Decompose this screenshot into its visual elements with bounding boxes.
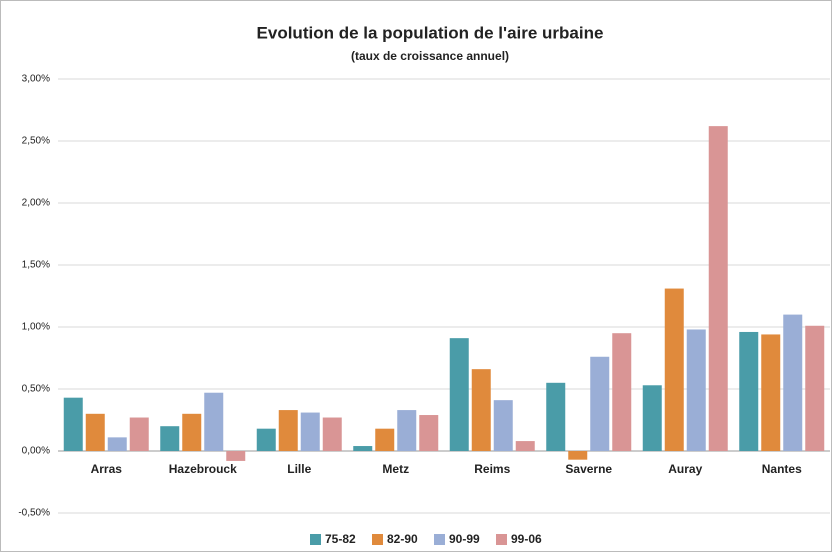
legend-swatch	[496, 534, 507, 545]
x-tick-label: Lille	[287, 462, 311, 476]
bar	[256, 428, 276, 451]
bar	[419, 415, 439, 451]
y-tick-label: 3,00%	[22, 74, 50, 85]
bar	[642, 385, 662, 451]
bar	[300, 412, 320, 451]
x-tick-label: Auray	[668, 462, 702, 476]
bar	[204, 392, 224, 451]
legend-swatch	[310, 534, 321, 545]
legend-label: 99-06	[511, 532, 542, 546]
bar	[449, 338, 469, 451]
bar	[375, 428, 395, 451]
bar	[739, 331, 759, 451]
bar	[226, 451, 246, 461]
bar	[708, 126, 728, 452]
bar	[63, 397, 83, 451]
x-tick-label: Hazebrouck	[169, 462, 237, 476]
x-tick-label: Nantes	[762, 462, 802, 476]
bar	[182, 413, 202, 451]
y-tick-label: 0,00%	[22, 446, 50, 457]
bar	[590, 356, 610, 451]
bar	[129, 417, 149, 451]
bar	[107, 437, 127, 451]
y-tick-label: 2,00%	[22, 198, 50, 209]
bar	[278, 410, 298, 451]
bar	[471, 369, 491, 451]
legend-label: 82-90	[387, 532, 418, 546]
chart-title: Evolution de la population de l'aire urb…	[257, 23, 604, 42]
x-tick-label: Arras	[91, 462, 123, 476]
legend-label: 90-99	[449, 532, 480, 546]
bar	[686, 329, 706, 451]
bar	[761, 334, 781, 451]
y-tick-label: 2,50%	[22, 136, 50, 147]
legend-label: 75-82	[325, 532, 356, 546]
bar	[664, 288, 684, 451]
legend-swatch	[372, 534, 383, 545]
chart-subtitle: (taux de croissance annuel)	[351, 49, 509, 63]
legend-swatch	[434, 534, 445, 545]
bar	[546, 382, 566, 451]
y-tick-label: 0,50%	[22, 384, 50, 395]
bar	[805, 325, 825, 451]
bar	[85, 413, 105, 451]
bar	[515, 441, 535, 451]
y-tick-label: 1,50%	[22, 260, 50, 271]
bar	[612, 333, 632, 451]
x-tick-label: Saverne	[565, 462, 612, 476]
bar	[397, 410, 417, 451]
bar	[783, 314, 803, 451]
y-tick-label: -0,50%	[18, 508, 50, 519]
bar	[322, 417, 342, 451]
bar	[353, 446, 373, 451]
y-tick-label: 1,00%	[22, 322, 50, 333]
bar	[493, 400, 513, 451]
bar	[160, 426, 180, 451]
x-tick-label: Metz	[382, 462, 409, 476]
bar	[568, 451, 588, 460]
x-tick-label: Reims	[474, 462, 510, 476]
